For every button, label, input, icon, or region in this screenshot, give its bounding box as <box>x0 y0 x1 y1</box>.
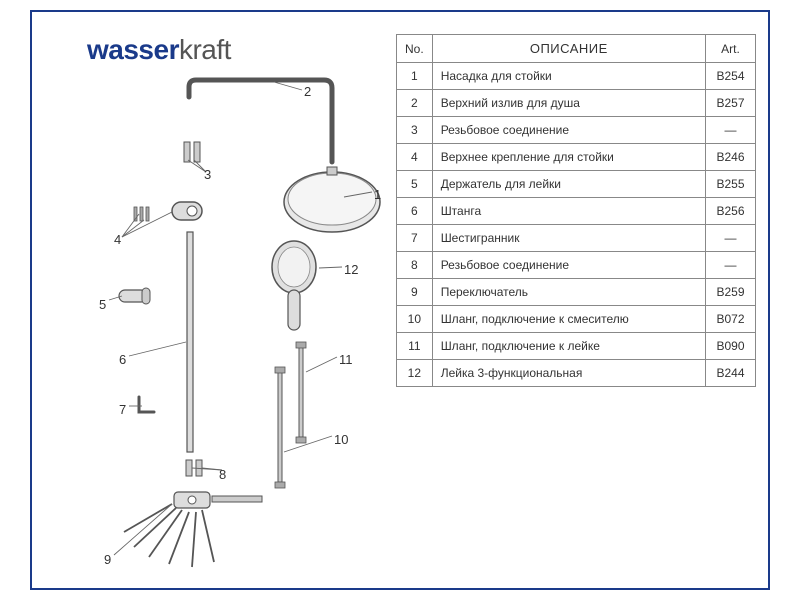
header-no: No. <box>397 35 433 63</box>
cell-desc: Шланг, подключение к лейке <box>432 333 705 360</box>
cell-art: B255 <box>706 171 756 198</box>
table-row: 1Насадка для стойкиB254 <box>397 63 756 90</box>
table-row: 12Лейка 3-функциональнаяB244 <box>397 360 756 387</box>
cell-art: — <box>706 225 756 252</box>
cell-no: 1 <box>397 63 433 90</box>
cell-art: B072 <box>706 306 756 333</box>
callout-9: 9 <box>104 552 111 567</box>
cell-desc: Держатель для лейки <box>432 171 705 198</box>
part-holder <box>119 288 150 304</box>
part-shower-head <box>284 167 380 232</box>
cell-no: 6 <box>397 198 433 225</box>
callout-10: 10 <box>334 432 348 447</box>
table-row: 2Верхний излив для душаB257 <box>397 90 756 117</box>
header-art: Art. <box>706 35 756 63</box>
part-hexkey <box>139 397 154 412</box>
cell-art: — <box>706 252 756 279</box>
cell-art: B244 <box>706 360 756 387</box>
cell-art: B257 <box>706 90 756 117</box>
part-diverter <box>124 492 262 567</box>
cell-art: B254 <box>706 63 756 90</box>
cell-no: 5 <box>397 171 433 198</box>
cell-no: 3 <box>397 117 433 144</box>
cell-no: 10 <box>397 306 433 333</box>
header-desc: ОПИСАНИЕ <box>432 35 705 63</box>
cell-no: 11 <box>397 333 433 360</box>
brand-part2: kraft <box>179 34 231 65</box>
diagram-svg <box>44 72 399 582</box>
cell-desc: Верхнее крепление для стойки <box>432 144 705 171</box>
part-hose-10 <box>275 367 285 488</box>
callout-2: 2 <box>304 84 311 99</box>
cell-desc: Штанга <box>432 198 705 225</box>
cell-no: 7 <box>397 225 433 252</box>
table-row: 6ШтангаB256 <box>397 198 756 225</box>
part-handshower <box>272 241 316 330</box>
table-row: 3Резьбовое соединение— <box>397 117 756 144</box>
cell-no: 12 <box>397 360 433 387</box>
table-row: 11Шланг, подключение к лейкеB090 <box>397 333 756 360</box>
cell-no: 8 <box>397 252 433 279</box>
cell-desc: Переключатель <box>432 279 705 306</box>
table-row: 8Резьбовое соединение— <box>397 252 756 279</box>
callout-12: 12 <box>344 262 358 277</box>
cell-desc: Насадка для стойки <box>432 63 705 90</box>
table-row: 10Шланг, подключение к смесителюB072 <box>397 306 756 333</box>
callout-6: 6 <box>119 352 126 367</box>
cell-art: B256 <box>706 198 756 225</box>
cell-art: B246 <box>706 144 756 171</box>
callout-7: 7 <box>119 402 126 417</box>
cell-desc: Шестигранник <box>432 225 705 252</box>
table-row: 5Держатель для лейкиB255 <box>397 171 756 198</box>
cell-desc: Резьбовое соединение <box>432 252 705 279</box>
cell-art: B259 <box>706 279 756 306</box>
table-row: 7Шестигранник— <box>397 225 756 252</box>
callout-8: 8 <box>219 467 226 482</box>
cell-desc: Шланг, подключение к смесителю <box>432 306 705 333</box>
part-bracket <box>134 202 202 221</box>
callout-11: 11 <box>339 352 353 367</box>
part-thread-3 <box>184 142 200 162</box>
table-header-row: No. ОПИСАНИЕ Art. <box>397 35 756 63</box>
callout-4: 4 <box>114 232 121 247</box>
cell-desc: Резьбовое соединение <box>432 117 705 144</box>
table-row: 4Верхнее крепление для стойкиB246 <box>397 144 756 171</box>
parts-table: No. ОПИСАНИЕ Art. 1Насадка для стойкиB25… <box>396 34 756 387</box>
cell-desc: Верхний излив для душа <box>432 90 705 117</box>
brand-part1: wasser <box>87 34 179 65</box>
part-hose-11 <box>296 342 306 443</box>
cell-no: 2 <box>397 90 433 117</box>
cell-no: 9 <box>397 279 433 306</box>
callout-3: 3 <box>204 167 211 182</box>
exploded-diagram: 123456789101112 <box>44 72 399 582</box>
part-rail <box>187 232 193 452</box>
callout-1: 1 <box>374 187 381 202</box>
cell-desc: Лейка 3-функциональная <box>432 360 705 387</box>
cell-art: — <box>706 117 756 144</box>
table-row: 9ПереключательB259 <box>397 279 756 306</box>
callout-5: 5 <box>99 297 106 312</box>
brand-logo: wasserkraft <box>87 34 231 66</box>
document-frame: wasserkraft No. ОПИСАНИЕ Art. 1Насадка д… <box>30 10 770 590</box>
cell-no: 4 <box>397 144 433 171</box>
cell-art: B090 <box>706 333 756 360</box>
